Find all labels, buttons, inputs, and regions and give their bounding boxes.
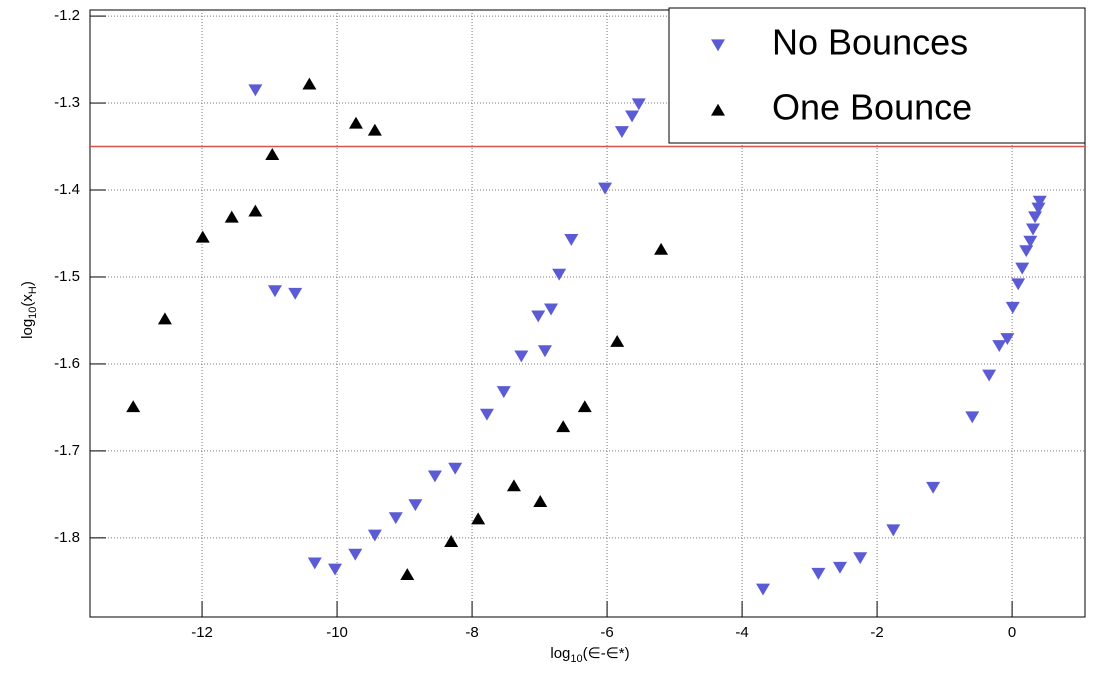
data-point (1005, 301, 1020, 314)
y-tick-label: -1.8 (54, 529, 80, 546)
x-tick-label: 0 (1008, 624, 1016, 641)
data-point (267, 285, 282, 298)
legend-marker (711, 39, 725, 52)
data-point (471, 512, 486, 525)
data-point (388, 512, 403, 525)
data-point (408, 499, 423, 512)
data-point (302, 77, 317, 90)
y-tick-label: -1.2 (54, 7, 80, 24)
x-axis-label: log10(∈-∈*) (550, 645, 629, 665)
data-point (506, 479, 521, 492)
legend-box (668, 7, 1086, 144)
data-point (427, 470, 442, 483)
data-point (1011, 278, 1026, 291)
data-point (448, 462, 463, 475)
y-label-sub: H (27, 286, 39, 294)
x-tick-label: -6 (600, 624, 613, 641)
data-point (531, 310, 546, 323)
data-point (348, 116, 363, 129)
data-point (328, 563, 343, 576)
data-point (348, 548, 363, 561)
data-point (982, 369, 997, 382)
data-point (556, 420, 571, 433)
data-point (1015, 262, 1030, 275)
data-point (926, 481, 941, 494)
legend-marker (711, 103, 725, 116)
data-point (577, 400, 592, 413)
x-label-sub: 10 (570, 653, 582, 665)
data-point (400, 568, 415, 580)
data-point (367, 529, 382, 542)
legend-label: One Bounce (772, 87, 972, 128)
data-point (1019, 245, 1034, 258)
data-point (479, 408, 494, 421)
data-point (248, 84, 263, 97)
y-tick-label: -1.5 (54, 268, 80, 285)
data-point (625, 110, 640, 123)
legend-label: No Bounces (772, 22, 968, 63)
y-tick-label: -1.6 (54, 355, 80, 372)
data-point (1028, 211, 1043, 224)
y-axis-label: log10(xH) (19, 281, 39, 339)
x-tick-label: -8 (465, 624, 478, 641)
data-point (564, 233, 579, 246)
data-point (1032, 195, 1047, 208)
data-point (307, 557, 322, 570)
data-point (610, 335, 625, 347)
data-point (614, 126, 629, 139)
x-tick-label: -10 (326, 624, 348, 641)
data-point (444, 535, 459, 547)
data-point (195, 230, 210, 243)
data-point (1031, 202, 1046, 215)
x-tick-label: -12 (191, 624, 213, 641)
y-tick-label: -1.7 (54, 442, 80, 459)
data-point (811, 567, 826, 580)
data-point (654, 242, 669, 255)
data-point (126, 400, 141, 413)
y-label-part: (x (19, 294, 36, 307)
data-point (552, 268, 567, 281)
data-point (756, 583, 771, 596)
data-point (631, 98, 646, 111)
data-point (886, 524, 901, 537)
x-label-part: log (550, 645, 570, 662)
data-point (367, 123, 382, 136)
y-tick-label: -1.3 (54, 94, 80, 111)
x-tick-label: -2 (870, 624, 883, 641)
data-point (544, 303, 559, 316)
data-point (832, 561, 847, 574)
y-label-sub: 10 (27, 307, 39, 319)
data-point (288, 287, 303, 300)
data-point (853, 552, 868, 565)
plot-frame (89, 9, 1086, 618)
data-point (1026, 223, 1041, 236)
data-point (992, 340, 1007, 352)
data-point (965, 411, 980, 424)
data-point (248, 204, 263, 217)
data-point (1023, 235, 1038, 248)
data-point (265, 148, 280, 160)
x-tick-label: -4 (735, 624, 748, 641)
data-point (514, 350, 529, 363)
data-point (224, 210, 239, 223)
y-label-part: log (19, 319, 36, 339)
data-point (537, 345, 552, 358)
data-point (157, 312, 172, 325)
data-point (496, 386, 511, 399)
y-tick-label: -1.4 (54, 181, 80, 198)
data-point (533, 495, 548, 507)
data-point (598, 182, 613, 195)
y-label-part: ) (19, 281, 36, 286)
x-label-part: (∈-∈*) (583, 645, 630, 662)
data-point (1000, 333, 1015, 346)
